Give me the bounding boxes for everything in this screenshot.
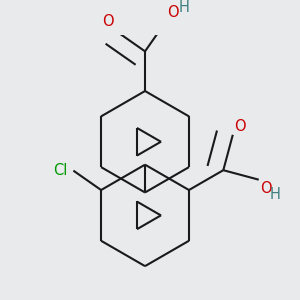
Text: H: H [178,0,189,15]
Text: Cl: Cl [53,163,68,178]
Text: O: O [102,14,113,29]
Text: O: O [260,181,271,196]
Text: H: H [269,187,281,202]
Text: O: O [234,119,246,134]
Text: O: O [167,5,178,20]
